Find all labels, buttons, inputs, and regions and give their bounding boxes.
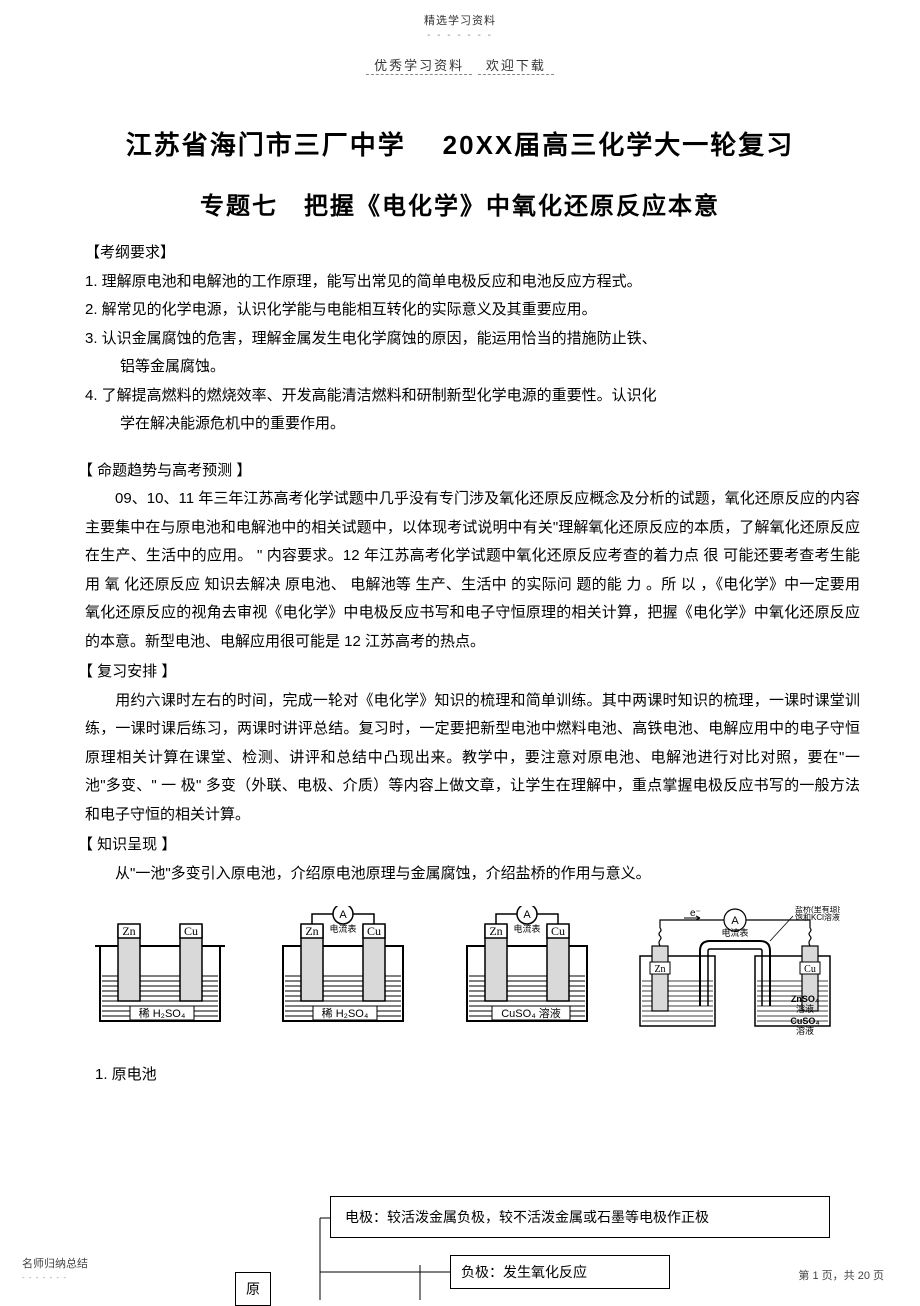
fuxi-para-text: 用约六课时左右的时间，完成一轮对《电化学》知识的梳理和简单训练。其中两课时知识的… — [85, 692, 860, 823]
req-item-4: 4. 了解提高燃料的燃烧效率、开发高能清洁燃料和研制新型化学电源的重要性。认识化 — [85, 382, 870, 411]
diagram-3: A 电流表 Zn Cu CuSO₄ 溶液 — [447, 906, 617, 1041]
ammeter-label-2: 电流表 — [330, 923, 357, 934]
svg-text:A: A — [731, 915, 739, 927]
header-sub-left: 优秀学习资料 — [366, 55, 472, 75]
ammeter-a-2: A — [340, 909, 348, 921]
svg-text:溶液: 溶液 — [796, 1025, 814, 1036]
svg-text:Zn: Zn — [654, 964, 665, 975]
svg-text:A: A — [523, 909, 531, 921]
fuxi-head: 【 复习安排 】 — [78, 658, 870, 687]
subsection-1: 1. 原电池 — [95, 1063, 870, 1084]
zhishi-para: 从"一池"多变引入原电池，介绍原电池原理与金属腐蚀，介绍盐桥的作用与意义。 — [85, 860, 860, 889]
svg-text:ZnSO₄: ZnSO₄ — [791, 994, 819, 1004]
zhishi-head: 【 知识呈现 】 — [78, 831, 870, 860]
req-item-2: 2. 解常见的化学电源，认识化学能与电能相互转化的实际意义及其重要应用。 — [85, 296, 870, 325]
title-line2-left: 专题七 — [200, 193, 278, 220]
svg-text:Cu: Cu — [367, 924, 381, 938]
diagram-4: Zn Cu A 电流表 e⁻ 盐桥(里有琼脂 饱和KCl溶液) ZnSO₄ 溶液… — [630, 906, 840, 1041]
kaogang-head: 【考纲要求】 — [85, 239, 870, 268]
svg-text:溶液: 溶液 — [796, 1003, 814, 1014]
svg-text:Cu: Cu — [804, 964, 816, 975]
beaker-svg-4: Zn Cu A 电流表 e⁻ 盐桥(里有琼脂 饱和KCl溶液) ZnSO₄ 溶液… — [630, 906, 840, 1051]
diagram-row: Zn Cu 稀 H₂SO₄ A 电流表 Zn — [80, 906, 840, 1041]
req-item-4b: 学在解决能源危机中的重要作用。 — [120, 410, 870, 439]
bridge-label-2: 饱和KCl溶液) — [795, 912, 840, 922]
header-sub: 优秀学习资料 欢迎下载 — [50, 55, 870, 75]
footer-left-dash: - - - - - - - — [22, 1273, 67, 1282]
title-line2-right: 把握《电化学》中氧化还原反应本意 — [304, 193, 720, 220]
header-top-small: 精选学习资料 — [50, 0, 870, 28]
svg-text:Zn: Zn — [489, 924, 502, 938]
sol-label-3: CuSO₄ 溶液 — [501, 1006, 561, 1020]
req-item-3b: 铝等金属腐蚀。 — [120, 353, 870, 382]
diagram-2: A 电流表 Zn Cu 稀 H₂SO₄ — [263, 906, 433, 1041]
header-dash: - - - - - - - — [50, 30, 870, 41]
cu-label: Cu — [184, 924, 198, 938]
svg-text:电流表: 电流表 — [513, 923, 540, 934]
title-line1-left: 江苏省海门市三厂中学 — [126, 130, 406, 160]
mingti-head: 【 命题趋势与高考预测 】 — [78, 457, 870, 486]
svg-text:CuSO₄: CuSO₄ — [790, 1016, 819, 1026]
diagram-1: Zn Cu 稀 H₂SO₄ — [80, 906, 250, 1041]
title-line1-right: 20XX届高三化学大一轮复习 — [443, 130, 795, 160]
title-line2: 专题七 把握《电化学》中氧化还原反应本意 — [50, 186, 870, 221]
svg-text:电流表: 电流表 — [721, 927, 748, 938]
footer-left: 名师归纳总结 - - - - - - - — [22, 1255, 88, 1283]
footer-right: 第 1 页，共 20 页 — [798, 1267, 884, 1283]
sol-label-1: 稀 H₂SO₄ — [139, 1007, 186, 1020]
fuxi-para: 用约六课时左右的时间，完成一轮对《电化学》知识的梳理和简单训练。其中两课时知识的… — [85, 687, 860, 830]
req-item-3: 3. 认识金属腐蚀的危害，理解金属发生电化学腐蚀的原因，能运用恰当的措施防止铁、 — [85, 325, 870, 354]
zn-label: Zn — [122, 924, 135, 938]
flow-box-electrode: 电极：较活泼金属负极，较不活泼金属或石墨等电极作正极 — [330, 1196, 830, 1238]
header-sub-right: 欢迎下载 — [478, 55, 554, 75]
beaker-svg-2: A 电流表 Zn Cu 稀 H₂SO₄ — [263, 906, 433, 1041]
beaker-svg-1: Zn Cu 稀 H₂SO₄ — [80, 906, 250, 1041]
req-item-1: 1. 理解原电池和电解池的工作原理，能写出常见的简单电极反应和电池反应方程式。 — [85, 268, 870, 297]
title-line1: 江苏省海门市三厂中学 20XX届高三化学大一轮复习 — [50, 125, 870, 162]
mingti-para: 09、10、11 年三年江苏高考化学试题中几乎没有专门涉及氧化还原反应概念及分析… — [85, 485, 860, 656]
svg-text:Zn: Zn — [306, 924, 319, 938]
mingti-para-text: 09、10、11 年三年江苏高考化学试题中几乎没有专门涉及氧化还原反应概念及分析… — [85, 490, 860, 650]
flow-box-negative: 负极：发生氧化反应 — [450, 1255, 670, 1289]
beaker-svg-3: A 电流表 Zn Cu CuSO₄ 溶液 — [447, 906, 617, 1041]
sol-label-2: 稀 H₂SO₄ — [322, 1007, 369, 1020]
svg-text:Cu: Cu — [551, 924, 565, 938]
footer-left-text: 名师归纳总结 — [22, 1258, 88, 1270]
